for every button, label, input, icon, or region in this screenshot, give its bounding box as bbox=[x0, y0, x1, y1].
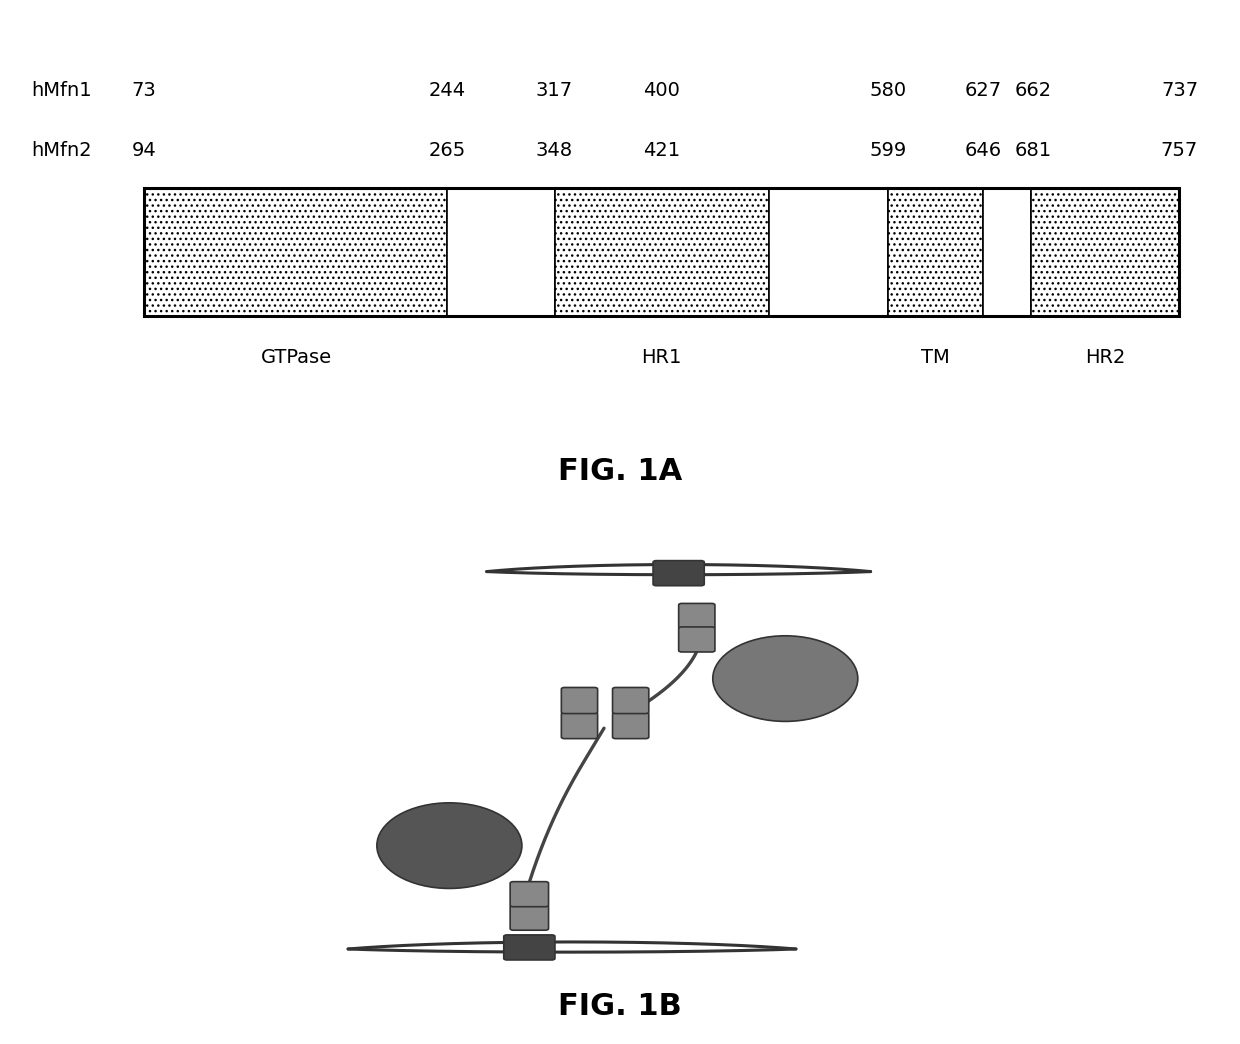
Text: HR1: HR1 bbox=[641, 349, 682, 367]
Text: hMfn1: hMfn1 bbox=[31, 81, 92, 100]
FancyBboxPatch shape bbox=[769, 188, 888, 316]
FancyBboxPatch shape bbox=[613, 712, 649, 739]
Text: 627: 627 bbox=[965, 81, 1002, 100]
FancyBboxPatch shape bbox=[510, 905, 548, 930]
Text: hMfn2: hMfn2 bbox=[31, 141, 92, 160]
FancyBboxPatch shape bbox=[554, 188, 769, 316]
Text: 265: 265 bbox=[429, 141, 466, 160]
FancyBboxPatch shape bbox=[678, 603, 715, 628]
Text: HR2: HR2 bbox=[1085, 349, 1126, 367]
Text: 681: 681 bbox=[1014, 141, 1052, 160]
FancyBboxPatch shape bbox=[562, 712, 598, 739]
FancyBboxPatch shape bbox=[888, 188, 983, 316]
FancyBboxPatch shape bbox=[448, 188, 554, 316]
Text: TM: TM bbox=[921, 349, 950, 367]
Text: 757: 757 bbox=[1161, 141, 1198, 160]
Bar bbox=[144, 188, 1179, 316]
Text: 662: 662 bbox=[1014, 81, 1052, 100]
Text: 244: 244 bbox=[429, 81, 466, 100]
Text: 317: 317 bbox=[536, 81, 573, 100]
FancyBboxPatch shape bbox=[983, 188, 1030, 316]
Text: 646: 646 bbox=[965, 141, 1002, 160]
Text: 421: 421 bbox=[644, 141, 681, 160]
Text: 94: 94 bbox=[131, 141, 156, 160]
FancyBboxPatch shape bbox=[1030, 188, 1179, 316]
FancyBboxPatch shape bbox=[613, 688, 649, 714]
Text: 599: 599 bbox=[869, 141, 906, 160]
Ellipse shape bbox=[713, 636, 858, 721]
FancyBboxPatch shape bbox=[562, 688, 598, 714]
FancyBboxPatch shape bbox=[503, 935, 556, 960]
FancyBboxPatch shape bbox=[678, 626, 715, 651]
Text: 737: 737 bbox=[1161, 81, 1198, 100]
Text: FIG. 1A: FIG. 1A bbox=[558, 457, 682, 487]
Text: FIG. 1B: FIG. 1B bbox=[558, 992, 682, 1021]
Text: GTPase: GTPase bbox=[260, 349, 332, 367]
Text: 348: 348 bbox=[536, 141, 573, 160]
FancyBboxPatch shape bbox=[144, 188, 448, 316]
FancyBboxPatch shape bbox=[510, 881, 548, 906]
Text: 400: 400 bbox=[644, 81, 680, 100]
Ellipse shape bbox=[377, 803, 522, 888]
FancyBboxPatch shape bbox=[653, 561, 704, 586]
Text: 73: 73 bbox=[131, 81, 156, 100]
Text: 580: 580 bbox=[869, 81, 906, 100]
